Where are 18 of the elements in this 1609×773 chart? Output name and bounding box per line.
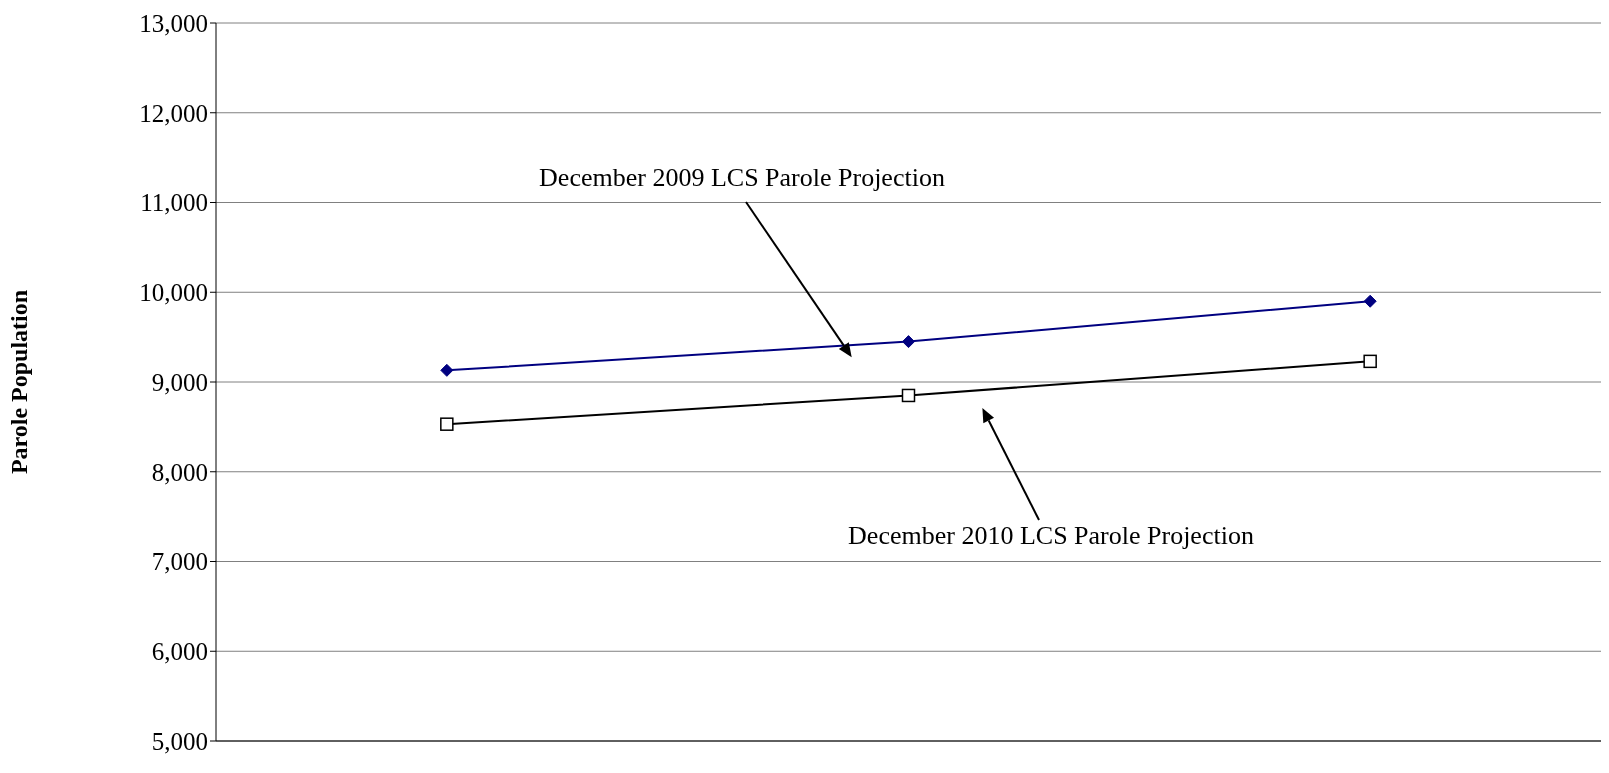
point <box>902 335 915 349</box>
y-tick-label: 13,000 <box>139 9 208 37</box>
text: December 2010 LCS Parole Projection <box>848 521 1254 550</box>
y-tick-label: 10,000 <box>139 279 208 307</box>
y-tick-label: 9,000 <box>151 368 208 396</box>
y-tick-label: 8,000 <box>151 458 208 486</box>
text: December 2009 LCS Parole Projection <box>539 163 945 192</box>
y-tick-label: 5,000 <box>151 727 208 755</box>
point <box>440 363 454 377</box>
y-tick-label: 7,000 <box>151 548 208 576</box>
point <box>440 417 454 431</box>
y-axis-title: Parole Population <box>5 289 32 475</box>
y-tick-label: 6,000 <box>151 638 208 666</box>
y-tick-label: 12,000 <box>139 99 208 127</box>
point <box>901 388 916 403</box>
y-tick-label: 11,000 <box>140 189 208 217</box>
point <box>1363 354 1377 369</box>
point <box>1363 294 1377 308</box>
